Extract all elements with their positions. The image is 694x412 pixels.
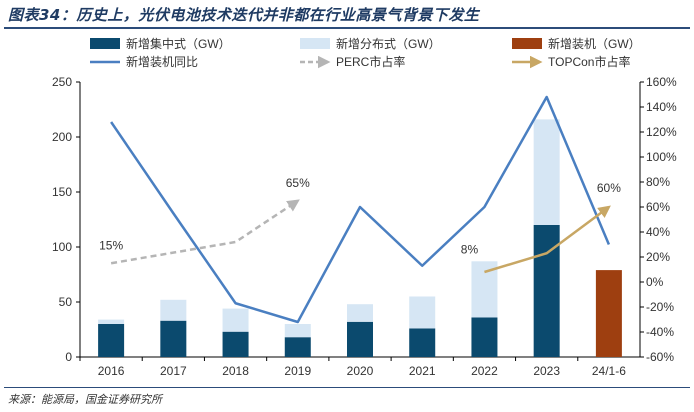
x-tick-label: 2018	[222, 364, 249, 378]
annotations: 15% 65% 8% 60%	[99, 176, 621, 256]
x-tick-label: 2019	[284, 364, 311, 378]
chart-title: 图表34：历史上，光伏电池技术迭代并非都在行业高景气背景下发生	[8, 6, 480, 24]
right-tick-label: 20%	[646, 250, 670, 264]
bar-centralized	[98, 324, 125, 357]
legend-swatch	[90, 38, 120, 49]
legend-label: 新增装机同比	[126, 54, 198, 69]
legend-label: 新增分布式（GW）	[336, 36, 441, 51]
left-tick-label: 150	[52, 185, 72, 199]
right-tick-label: 40%	[646, 225, 670, 239]
arrow-perc-share	[110, 199, 300, 265]
bar-centralized	[222, 331, 249, 357]
arrow-topcon-share	[484, 205, 611, 274]
bar-centralized	[471, 317, 498, 357]
bar-distributed	[222, 308, 249, 332]
bar-distributed	[160, 299, 187, 321]
bar-distributed	[284, 324, 311, 338]
legend-label: PERC市占率	[336, 54, 405, 69]
line-yoy-growth	[110, 95, 611, 324]
right-tick-label: 160%	[646, 75, 677, 89]
right-tick-label: -40%	[646, 325, 674, 339]
bar-centralized	[533, 225, 560, 357]
right-tick-label: -20%	[646, 300, 674, 314]
bar-centralized	[409, 328, 436, 357]
left-tick-label: 0	[65, 350, 72, 364]
legend-swatch	[300, 38, 330, 49]
x-tick-label: 24/1-6	[592, 364, 626, 378]
legend-label: 新增装机（GW）	[548, 36, 641, 51]
right-tick-label: -60%	[646, 350, 674, 364]
bar-distributed	[98, 319, 125, 324]
topcon-share-label: 8%	[461, 242, 479, 256]
right-tick-label: 140%	[646, 100, 677, 114]
bar-centralized	[160, 320, 187, 357]
x-tick-label: 2022	[471, 364, 498, 378]
right-tick-label: 0%	[646, 275, 664, 289]
left-tick-label: 250	[52, 75, 72, 89]
legend-swatch	[512, 38, 542, 49]
x-tick-label: 2016	[98, 364, 125, 378]
left-tick-label: 200	[52, 130, 72, 144]
bar-distributed	[409, 296, 436, 329]
legend-label: TOPCon市占率	[548, 54, 630, 69]
x-tick-label: 2023	[533, 364, 560, 378]
right-tick-label: 100%	[646, 150, 677, 164]
bar-distributed	[533, 119, 560, 225]
legend: 新增集中式（GW） 新增分布式（GW） 新增装机（GW） 新增装机同比 PERC市占率 T…	[90, 36, 641, 69]
x-tick-label: 2020	[347, 364, 374, 378]
source-divider	[4, 387, 690, 388]
right-tick-label: 120%	[646, 125, 677, 139]
bar-centralized	[347, 321, 373, 357]
x-tick-label: 2017	[160, 364, 187, 378]
bar-centralized	[284, 337, 311, 357]
left-tick-label: 100	[52, 240, 72, 254]
topcon-share-label: 60%	[597, 181, 621, 195]
perc-share-label: 65%	[286, 176, 310, 190]
bars	[98, 119, 622, 357]
left-tick-label: 50	[59, 295, 73, 309]
right-tick-label: 80%	[646, 175, 670, 189]
bar-total-installed	[595, 270, 622, 357]
bar-distributed	[347, 304, 373, 322]
x-tick-label: 2021	[409, 364, 436, 378]
lines	[110, 95, 611, 324]
right-tick-label: 60%	[646, 200, 670, 214]
source-note: 来源：能源局，国金证券研究所	[8, 393, 162, 406]
title-divider	[4, 27, 690, 29]
axes: 0 50 100 150 200 250 -60% -40% -20% 0% 20% 40% 60% 80…	[52, 75, 677, 378]
perc-share-label: 15%	[99, 239, 123, 253]
legend-label: 新增集中式（GW）	[126, 36, 231, 51]
